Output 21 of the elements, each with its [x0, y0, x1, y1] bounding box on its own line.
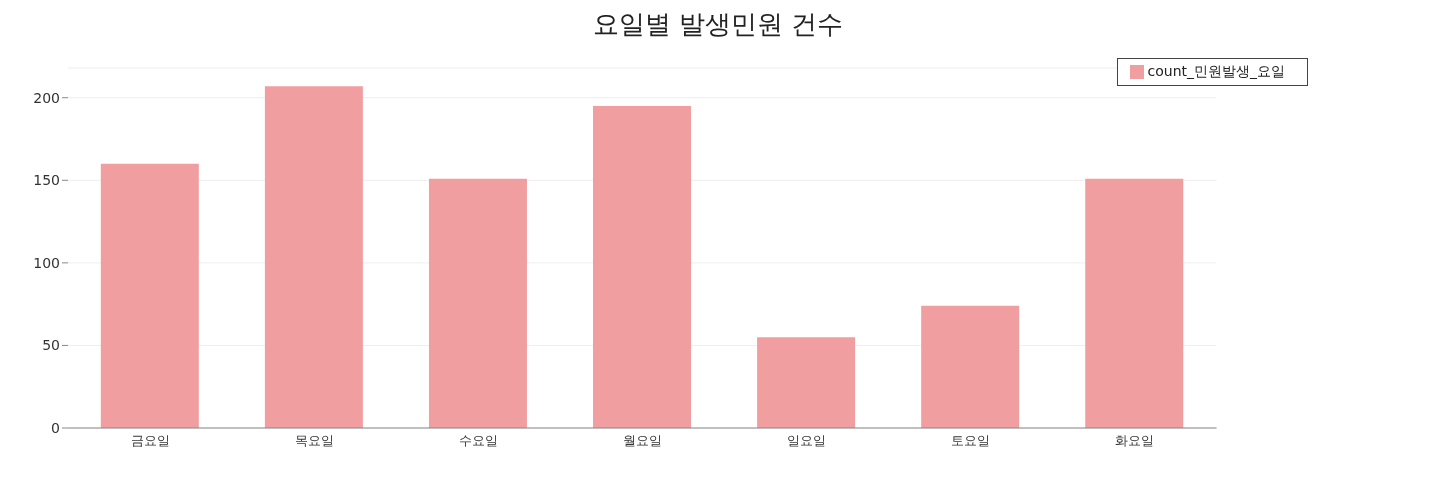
x-tick-label: 화요일 [1114, 433, 1154, 449]
x-tick-label: 토요일 [950, 433, 990, 449]
y-tick-label: 100 [33, 254, 60, 271]
legend-label: count_민원발생_요일 [1147, 63, 1285, 79]
y-tick-label: 50 [42, 337, 60, 354]
chart-title: 요일별 발생민원 건수 [591, 8, 845, 41]
x-tick-label: 목요일 [294, 433, 334, 449]
bar [921, 305, 1020, 428]
bar [757, 337, 856, 428]
x-tick-label: 금요일 [130, 433, 170, 449]
y-tick-label: 150 [33, 172, 60, 189]
x-tick-label: 일요일 [786, 433, 826, 449]
bar [1085, 178, 1184, 428]
bar [100, 163, 199, 428]
bar [264, 86, 363, 428]
x-tick-label: 월요일 [622, 433, 662, 449]
y-tick-label: 0 [51, 419, 60, 436]
bar [593, 105, 692, 428]
x-tick-label: 수요일 [458, 433, 498, 449]
y-tick-label: 200 [33, 89, 60, 106]
bar [428, 178, 527, 428]
